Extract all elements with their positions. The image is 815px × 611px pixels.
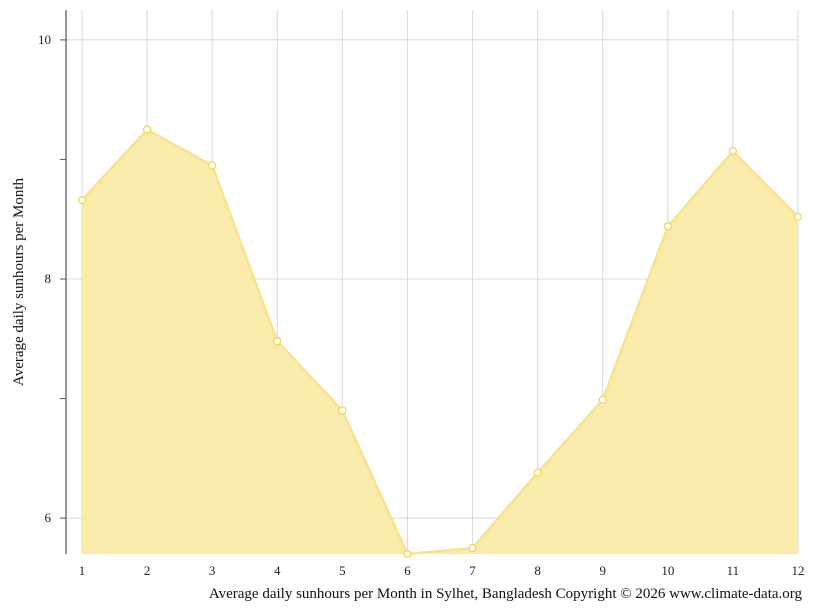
x-tick-label: 12	[792, 563, 805, 578]
x-tick-label: 8	[534, 563, 541, 578]
data-point-marker	[598, 395, 607, 404]
data-point-marker	[533, 468, 542, 477]
data-point-marker	[338, 406, 347, 415]
y-tick-label: 6	[45, 510, 52, 525]
data-markers	[77, 125, 803, 559]
data-point-marker	[728, 146, 738, 156]
data-point-marker	[403, 549, 412, 559]
x-tick-label: 6	[404, 563, 411, 578]
y-tick-label: 10	[38, 32, 51, 47]
y-tick-label: 8	[45, 271, 52, 286]
data-point-marker	[468, 543, 477, 553]
x-tick-label: 5	[339, 563, 346, 578]
data-point-marker	[142, 125, 152, 134]
area-series	[81, 128, 799, 556]
x-tick-label: 1	[79, 563, 86, 578]
axes	[60, 10, 67, 554]
data-point-marker	[273, 337, 282, 346]
series-line	[81, 128, 799, 556]
x-tick-label: 3	[209, 563, 216, 578]
x-tick-label: 9	[599, 563, 606, 578]
chart-caption: Average daily sunhours per Month in Sylh…	[209, 586, 803, 602]
data-point-marker	[663, 222, 672, 231]
series-area-fill	[82, 129, 798, 555]
x-tick-label: 10	[661, 563, 674, 578]
x-tick-label: 7	[469, 563, 476, 578]
data-point-marker	[208, 161, 217, 170]
y-axis-title: Average daily sunhours per Month	[11, 178, 27, 387]
x-tick-label: 11	[727, 563, 740, 578]
x-tick-label: 4	[274, 563, 281, 578]
data-point-marker	[77, 195, 87, 205]
x-tick-label: 2	[144, 563, 151, 578]
data-point-marker	[793, 212, 803, 221]
